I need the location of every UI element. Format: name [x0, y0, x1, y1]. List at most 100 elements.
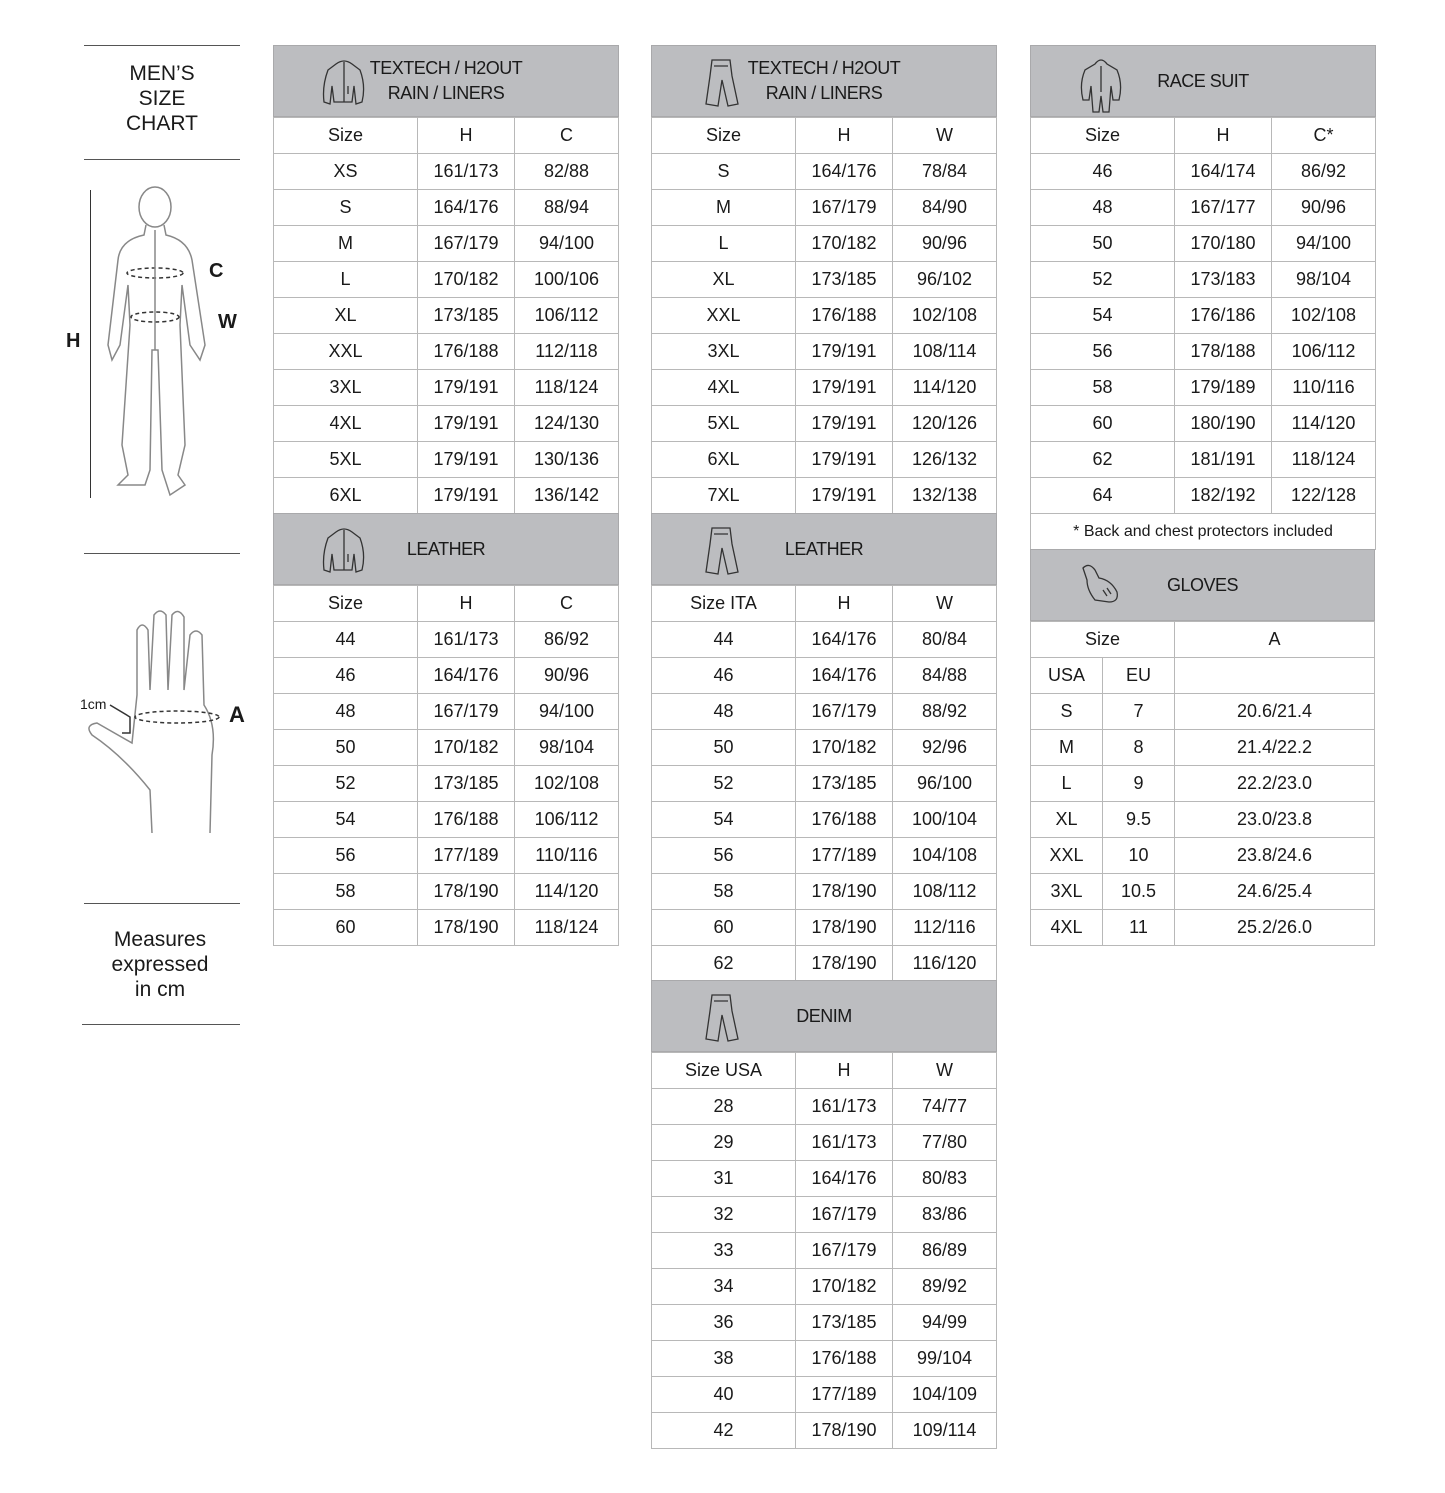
column-header-row: Size H C	[273, 585, 619, 622]
table-cell: XL	[1030, 801, 1103, 838]
table-cell: 4XL	[651, 369, 796, 406]
table-cell: 3XL	[273, 369, 418, 406]
table-cell: L	[651, 225, 796, 262]
table-cell: 173/185	[795, 1304, 893, 1341]
table-cell: 161/173	[417, 153, 515, 190]
table-cell: 173/185	[417, 297, 515, 334]
table-row: XL 173/185 96/102	[651, 261, 997, 298]
table-cell: 178/190	[417, 909, 515, 946]
label-c: C	[209, 260, 224, 282]
table-cell: 126/132	[892, 441, 997, 478]
label-h: H	[66, 330, 81, 352]
column-header: Size	[273, 117, 418, 154]
title-line: LEATHER	[784, 538, 864, 559]
table-cell: 104/108	[892, 837, 997, 874]
size-table-textech-jacket: TEXTECH / H2OUT RAIN / LINERS Size H C XS 161/…	[273, 45, 619, 514]
column-header-row: Size H W	[651, 117, 997, 154]
table-cell: 23.0/23.8	[1174, 801, 1375, 838]
table-cell: 124/130	[514, 405, 619, 442]
table-row: 64 182/192 122/128	[1030, 477, 1376, 514]
measures-note: Measures expressed in cm	[82, 927, 238, 1002]
table-cell: 170/180	[1174, 225, 1272, 262]
column-header: C	[514, 585, 619, 622]
table-row: XS 161/173 82/88	[273, 153, 619, 190]
title-line: LEATHER	[406, 538, 486, 559]
table-row: 54 176/188 106/112	[273, 801, 619, 838]
size-table-denim: DENIM Size USA H W 28 161/173 74/77 29 161/173 77…	[651, 980, 997, 1449]
table-cell: XS	[273, 153, 418, 190]
table-cell: 38	[651, 1340, 796, 1377]
table-row: XXL 176/188 102/108	[651, 297, 997, 334]
table-cell: 167/179	[795, 189, 893, 226]
table-cell: 36	[651, 1304, 796, 1341]
table-row: 32 167/179 83/86	[651, 1196, 997, 1233]
table-cell: 7XL	[651, 477, 796, 514]
table-cell: 112/118	[514, 333, 619, 370]
label-w: W	[218, 311, 237, 333]
table-cell: 5XL	[651, 405, 796, 442]
table-cell: 179/191	[795, 369, 893, 406]
table-row: 52 173/185 96/100	[651, 765, 997, 802]
table-cell: 106/112	[514, 297, 619, 334]
pants-icon	[705, 994, 739, 1042]
table-cell: 44	[651, 621, 796, 658]
note-row: * Back and chest protectors included	[1030, 513, 1376, 550]
table-cell: 3XL	[651, 333, 796, 370]
table-cell: 173/185	[795, 765, 893, 802]
table-cell: 86/92	[514, 621, 619, 658]
table-row: 4XL 179/191 124/130	[273, 405, 619, 442]
table-cell: 4XL	[273, 405, 418, 442]
table-cell: 84/88	[892, 657, 997, 694]
table-cell: 6XL	[273, 477, 418, 514]
table-cell: 25.2/26.0	[1174, 909, 1375, 946]
table-row: 60 178/190 112/116	[651, 909, 997, 946]
table-cell: 78/84	[892, 153, 997, 190]
table-cell: 56	[651, 837, 796, 874]
table-cell: 178/188	[1174, 333, 1272, 370]
column-header-row: Size H C*	[1030, 117, 1376, 154]
table-cell: 176/188	[795, 801, 893, 838]
table-header: TEXTECH / H2OUT RAIN / LINERS	[651, 45, 997, 117]
table-cell: 114/120	[892, 369, 997, 406]
column-header: Size USA	[651, 1052, 796, 1089]
table-cell: 90/96	[1271, 189, 1376, 226]
table-cell: 177/189	[417, 837, 515, 874]
title-line: CHART	[126, 112, 198, 135]
table-cell: 164/176	[417, 189, 515, 226]
table-row: 46 164/174 86/92	[1030, 153, 1376, 190]
table-cell: 120/126	[892, 405, 997, 442]
table-cell: 178/190	[795, 909, 893, 946]
table-cell: 98/104	[514, 729, 619, 766]
table-cell: 177/189	[795, 1376, 893, 1413]
race-suit-icon	[1080, 59, 1122, 113]
table-cell: 118/124	[1271, 441, 1376, 478]
table-cell: 182/192	[1174, 477, 1272, 514]
table-header: RACE SUIT	[1030, 45, 1376, 117]
table-cell: 86/89	[892, 1232, 997, 1269]
table-cell: 164/176	[795, 153, 893, 190]
table-cell: 170/182	[795, 729, 893, 766]
column-header: Size	[651, 117, 796, 154]
table-row: 3XL 179/191 108/114	[651, 333, 997, 370]
table-cell: 4XL	[1030, 909, 1103, 946]
column-header: W	[892, 117, 997, 154]
table-cell: 179/191	[417, 369, 515, 406]
table-cell: 77/80	[892, 1124, 997, 1161]
size-table-gloves: GLOVES Size A USA EU S 7 20.6/21.4 M 8 21.4/22.2 L 9…	[1029, 549, 1375, 946]
measures-line: expressed	[111, 953, 209, 976]
table-cell: 20.6/21.4	[1174, 693, 1375, 730]
table-row: 62 181/191 118/124	[1030, 441, 1376, 478]
column-header: A	[1174, 621, 1375, 658]
table-row: 56 177/189 104/108	[651, 837, 997, 874]
table-cell: S	[273, 189, 418, 226]
table-header: LEATHER	[273, 513, 619, 585]
title-line: DENIM	[796, 1005, 852, 1026]
table-cell: 94/100	[514, 225, 619, 262]
table-cell: 44	[273, 621, 418, 658]
column-header-row: Size ITA H W	[651, 585, 997, 622]
column-header: Size	[1030, 117, 1175, 154]
table-title: GLOVES	[1166, 574, 1239, 595]
label-a: A	[229, 702, 245, 727]
title-line: RAIN / LINERS	[765, 83, 883, 103]
table-cell: 52	[1030, 261, 1175, 298]
